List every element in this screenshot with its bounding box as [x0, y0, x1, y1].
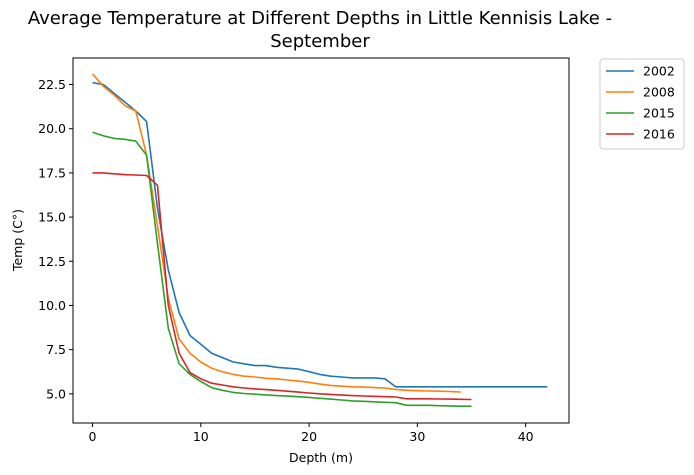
chart-title-line-2: September — [270, 31, 370, 52]
y-axis-ticks: 5.0 7.5 10.0 12.5 15.0 17.5 20.0 22.5 — [38, 77, 73, 401]
y-tick-label: 12.5 — [38, 254, 66, 269]
legend: 2002 2008 2015 2016 — [599, 58, 685, 150]
series-line-2002 — [92, 81, 548, 388]
series-line-2015 — [92, 131, 472, 407]
y-tick-label: 10.0 — [38, 298, 66, 313]
x-tick-label: 10 — [193, 429, 209, 444]
x-tick-label: 20 — [301, 429, 317, 444]
x-tick-label: 0 — [89, 429, 97, 444]
y-tick-label: 15.0 — [38, 210, 66, 225]
x-tick-label: 30 — [409, 429, 425, 444]
legend-label-2016: 2016 — [643, 127, 675, 142]
chart-title-line-1: Average Temperature at Different Depths … — [28, 8, 612, 29]
legend-label-2002: 2002 — [643, 64, 675, 79]
series-lines — [91, 73, 548, 407]
series-line-2016 — [92, 172, 472, 401]
x-axis-ticks: 0 10 20 30 40 — [89, 423, 534, 444]
legend-label-2008: 2008 — [643, 85, 675, 100]
y-tick-label: 17.5 — [38, 165, 66, 180]
x-tick-label: 40 — [518, 429, 534, 444]
legend-label-2015: 2015 — [643, 106, 675, 121]
y-tick-label: 7.5 — [46, 342, 66, 357]
legend-frame — [599, 58, 685, 150]
plot-area-frame — [72, 57, 570, 424]
y-tick-label: 22.5 — [38, 77, 66, 92]
y-tick-label: 20.0 — [38, 121, 66, 136]
series-line-2008 — [91, 73, 461, 393]
x-axis-label: Depth (m) — [289, 450, 353, 465]
y-axis-label: Temp (C°) — [10, 209, 25, 272]
y-tick-label: 5.0 — [46, 386, 66, 401]
